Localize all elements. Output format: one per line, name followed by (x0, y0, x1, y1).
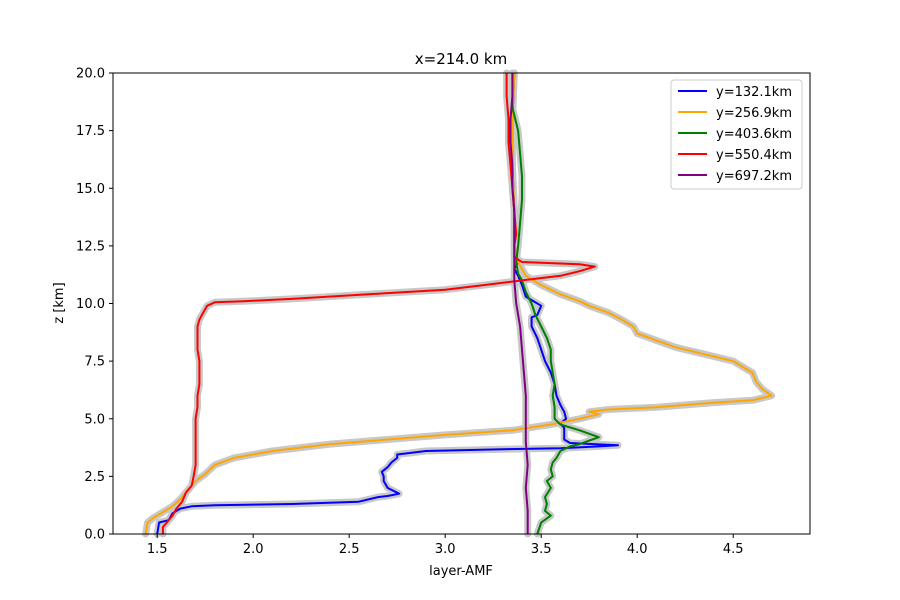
y-tick-label: 5.0 (84, 412, 105, 427)
legend-entry-label: y=550.4km (716, 148, 792, 163)
series-line-y-256-9km (144, 72, 773, 535)
legend-entry-label: y=403.6km (716, 127, 792, 142)
y-tick-label: 17.5 (76, 124, 105, 139)
y-axis-ticks: 0.0 2.5 5.0 7.5 10.0 12.5 15.0 17.5 20.0 (76, 67, 113, 543)
x-tick-label: 2.5 (339, 542, 360, 557)
x-tick-label: 1.5 (147, 542, 168, 557)
series-line-y-132-1km (156, 72, 619, 535)
y-tick-label: 20.0 (76, 67, 105, 82)
x-tick-label: 4.5 (723, 542, 744, 557)
x-tick-label: 4.0 (627, 542, 648, 557)
chart-title: x=214.0 km (415, 50, 507, 68)
legend-box (670, 79, 803, 190)
x-tick-label: 3.0 (435, 542, 456, 557)
legend-entry-label: y=132.1km (716, 85, 792, 100)
legend: y=132.1km y=256.9km y=403.6km y=550.4km y=69… (670, 79, 803, 190)
y-tick-label: 7.5 (84, 355, 105, 370)
legend-entry-label: y=256.9km (716, 106, 792, 121)
y-axis-label: z [km] (52, 282, 67, 323)
y-tick-label: 12.5 (76, 239, 105, 254)
y-tick-label: 10.0 (76, 297, 105, 312)
y-tick-label: 15.0 (76, 182, 105, 197)
y-tick-label: 2.5 (84, 470, 105, 485)
series-lines (144, 72, 773, 535)
x-tick-label: 3.5 (531, 542, 552, 557)
series-line-y-697-2km (509, 73, 529, 534)
series-line-y-403-6km (511, 73, 600, 535)
x-tick-label: 2.0 (243, 542, 264, 557)
legend-entry-label: y=697.2km (716, 169, 792, 184)
x-axis-ticks: 1.5 2.0 2.5 3.0 3.5 4.0 4.5 (147, 534, 744, 557)
y-tick-label: 0.0 (84, 528, 105, 543)
x-axis-label: layer-AMF (429, 564, 493, 579)
